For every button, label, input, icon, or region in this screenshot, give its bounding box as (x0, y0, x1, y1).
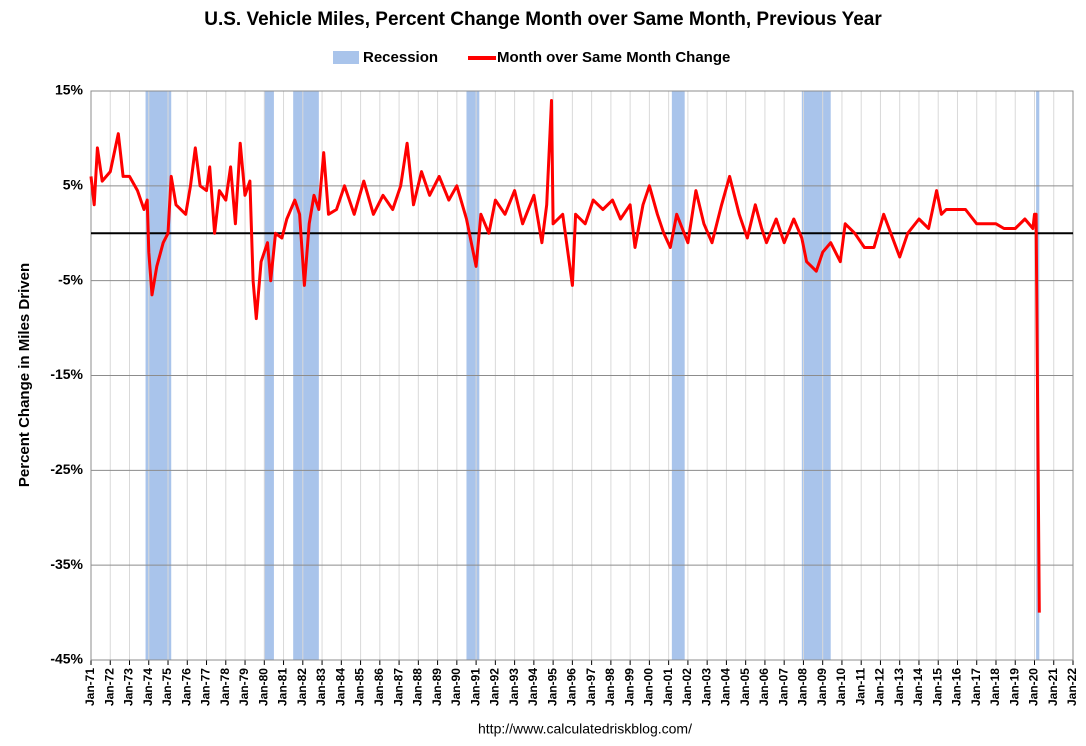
x-tick-label: Jan-96 (565, 668, 579, 706)
x-tick-label: Jan-19 (1007, 668, 1021, 706)
x-tick-label: Jan-75 (160, 668, 174, 706)
x-tick-label: Jan-85 (353, 668, 367, 706)
y-tick-label: -35% (50, 556, 83, 572)
data-line (89, 99, 1041, 613)
legend-swatch (333, 51, 359, 64)
x-tick-label: Jan-91 (468, 668, 482, 706)
x-tick-label: Jan-84 (333, 668, 347, 706)
x-tick-label: Jan-86 (372, 668, 386, 706)
x-tick-label: Jan-10 (834, 668, 848, 706)
x-tick-label: Jan-05 (738, 668, 752, 706)
x-tick-label: Jan-17 (969, 668, 983, 706)
x-tick-label: Jan-20 (1027, 668, 1041, 706)
y-tick-label: 5% (63, 177, 84, 193)
x-tick-label: Jan-97 (584, 668, 598, 706)
x-tick-label: Jan-06 (757, 668, 771, 706)
x-tick-label: Jan-71 (83, 668, 97, 706)
x-tick-label: Jan-14 (911, 668, 925, 706)
x-tick-label: Jan-72 (102, 668, 116, 706)
x-tick-label: Jan-03 (699, 668, 713, 706)
x-tick-label: Jan-12 (873, 668, 887, 706)
x-tick-label: Jan-22 (1065, 668, 1079, 706)
x-tick-label: Jan-80 (256, 668, 270, 706)
x-tick-label: Jan-99 (622, 668, 636, 706)
x-tick-label: Jan-81 (276, 668, 290, 706)
plot-frame (90, 90, 1074, 661)
x-tick-label: Jan-11 (853, 668, 867, 706)
y-axis-label: Percent Change in Miles Driven (16, 263, 33, 487)
x-tick-label: Jan-18 (988, 668, 1002, 706)
x-tick-label: Jan-76 (179, 668, 193, 706)
x-tick-label: Jan-77 (199, 668, 213, 706)
x-tick-label: Jan-16 (950, 668, 964, 706)
legend-label: Recession (363, 49, 438, 66)
x-tick-label: Jan-78 (218, 668, 232, 706)
x-tick-label: Jan-83 (314, 668, 328, 706)
y-tick-label: -45% (50, 651, 83, 667)
x-tick-label: Jan-89 (430, 668, 444, 706)
x-tick-label: Jan-95 (545, 668, 559, 706)
x-tick-label: Jan-08 (796, 668, 810, 706)
x-tick-label: Jan-02 (680, 668, 694, 706)
x-tick-label: Jan-82 (295, 668, 309, 706)
x-tick-label: Jan-93 (507, 668, 521, 706)
x-tick-label: Jan-13 (892, 668, 906, 706)
x-tick-label: Jan-04 (719, 668, 733, 706)
x-tick-label: Jan-09 (815, 668, 829, 706)
x-tick-label: Jan-21 (1046, 668, 1060, 706)
y-tick-label: 15% (55, 82, 84, 98)
y-tick-label: -15% (50, 366, 83, 382)
x-tick-label: Jan-07 (776, 668, 790, 706)
x-tick-label: Jan-87 (391, 668, 405, 706)
x-tick-label: Jan-74 (141, 668, 155, 706)
x-tick-label: Jan-00 (642, 668, 656, 706)
y-tick-label: -5% (58, 271, 83, 287)
y-tick-label: -25% (50, 461, 83, 477)
source: http://www.calculatedriskblog.com/ (478, 721, 692, 737)
x-tick-label: Jan-79 (237, 668, 251, 706)
x-tick-label: Jan-73 (122, 668, 136, 706)
x-tick-label: Jan-98 (603, 668, 617, 706)
legend-label: Month over Same Month Change (497, 49, 730, 66)
chart-title: U.S. Vehicle Miles, Percent Change Month… (204, 9, 882, 30)
x-tick-label: Jan-15 (930, 668, 944, 706)
x-tick-label: Jan-01 (661, 668, 675, 706)
x-tick-label: Jan-92 (488, 668, 502, 706)
x-tick-label: Jan-94 (526, 668, 540, 706)
x-tick-label: Jan-90 (449, 668, 463, 706)
x-tick-label: Jan-88 (411, 668, 425, 706)
